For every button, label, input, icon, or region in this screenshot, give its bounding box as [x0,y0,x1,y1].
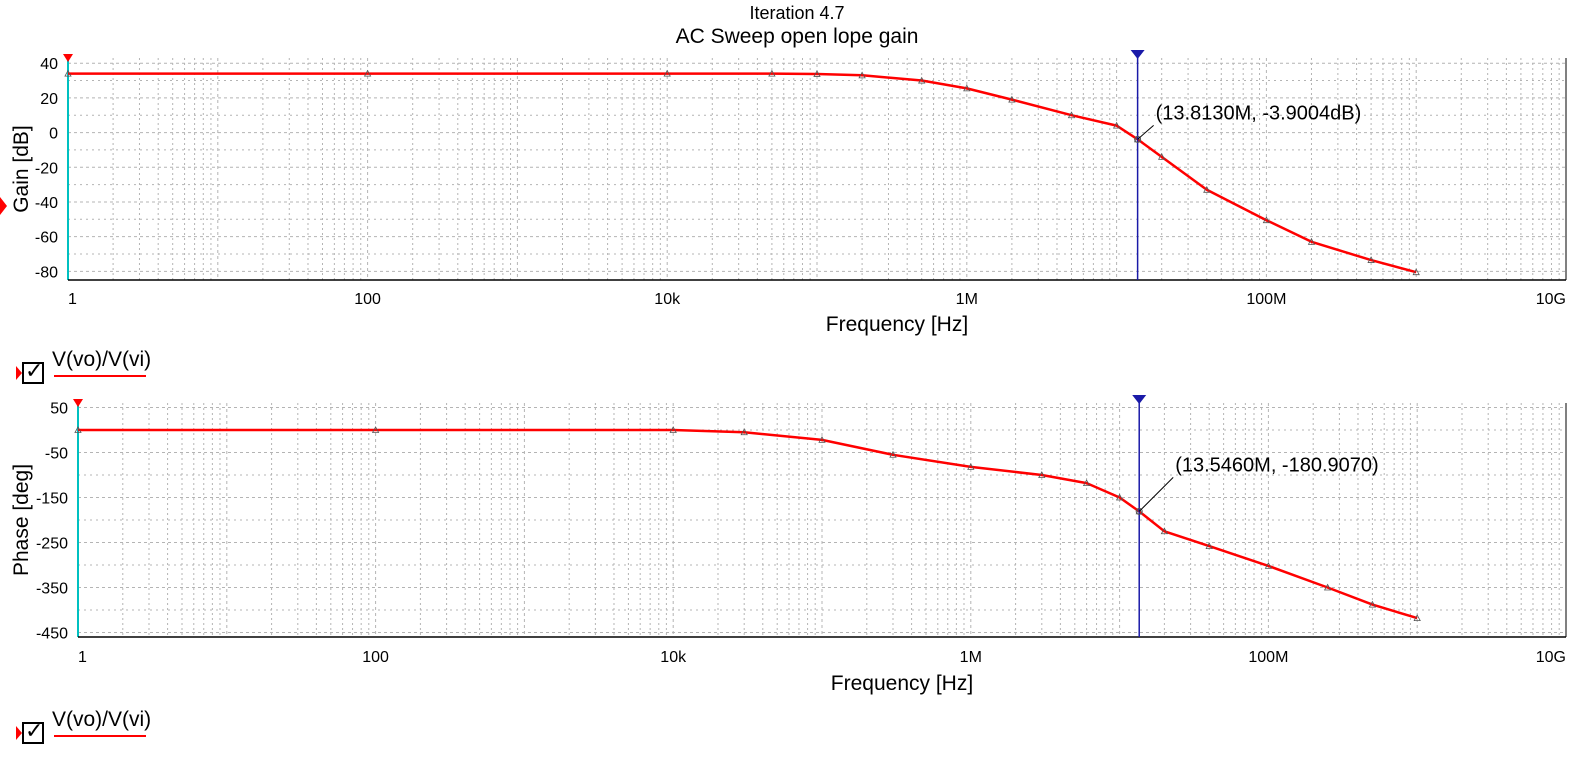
y-tick-label: -20 [35,160,58,177]
cursor-handle [1132,395,1147,404]
data-point [1368,600,1377,608]
data-point [1205,542,1213,549]
legend-arrow-icon [16,726,22,740]
gain-legend[interactable]: ✓ V(vo)/V(vi) [16,348,166,388]
cursor-handle [1130,50,1145,59]
data-point [1038,471,1046,478]
data-point [740,428,748,436]
cursor-point [1134,135,1142,143]
phase-plot: 50 -50 -150 -250 -350 -450 1 100 10k 1M 100M 10G Fre… [10,395,1567,695]
cursor-leader [1138,477,1174,512]
y-axis-title: Phase [deg] [10,464,33,576]
data-point [918,76,926,84]
data-point [64,69,72,77]
checkmark-icon: ✓ [25,719,44,744]
x-axis-title: Frequency [Hz] [826,313,968,336]
y-tick-label: -250 [36,536,68,553]
data-point [1413,614,1421,621]
data-point [1160,527,1169,535]
cursor-point [1135,507,1143,515]
legend-label: V(vo)/V(vi) [52,348,152,371]
data-point [1203,185,1211,193]
x-tick-label: 100M [1246,291,1286,308]
series-line [68,72,1417,274]
data-point [1082,479,1091,486]
data-point [963,84,971,92]
data-point [889,450,897,458]
y-tick-label: 20 [40,91,58,108]
data-point [1262,216,1271,224]
data-point [967,463,975,470]
x-tick-label: 10k [660,649,687,666]
x-tick-label: 100M [1248,649,1288,666]
trace-start-marker [73,399,83,407]
x-tick-label: 10G [1536,649,1566,666]
x-tick-label: 1 [78,649,87,666]
chart-titles: Iteration 4.7 AC Sweep open lope gain [0,2,1594,50]
legend-line-swatch [54,375,146,377]
y-tick-label: -150 [36,491,68,508]
data-point [663,69,671,77]
legend-arrow-icon [16,366,22,380]
y-tick-label: -80 [35,264,58,281]
x-tick-label: 1M [956,291,978,308]
cursor-readout: (13.5460M, -180.9070) [1175,454,1378,476]
y-tick-label: -350 [36,581,68,598]
x-tick-label: 100 [362,649,389,666]
data-point [1067,111,1076,119]
data-point [1307,238,1316,245]
legend-checkbox[interactable]: ✓ [22,359,44,384]
x-tick-label: 1 [68,291,77,308]
data-point [74,426,82,433]
chart-title: AC Sweep open lope gain [675,25,919,48]
data-point [1112,121,1121,129]
y-tick-label: 50 [50,401,68,418]
series-line [78,428,1418,620]
legend-label: V(vo)/V(vi) [52,708,152,731]
data-point [1367,256,1375,263]
data-point [768,69,776,77]
data-point [858,71,866,79]
x-axis-title: Frequency [Hz] [831,672,973,695]
x-tick-label: 10k [654,291,681,308]
data-point [1008,95,1016,103]
data-point [1115,493,1124,501]
data-point [371,426,380,433]
legend-checkbox[interactable]: ✓ [22,719,44,744]
data-point [1158,153,1166,160]
data-point [813,70,821,77]
y-tick-label: -450 [36,626,68,643]
phase-legend[interactable]: ✓ V(vo)/V(vi) [16,708,166,748]
y-tick-label: -50 [45,446,68,463]
y-tick-label: 40 [40,56,58,73]
cursor-readout: (13.8130M, -3.9004dB) [1156,102,1362,124]
data-point [669,426,677,433]
data-point [363,69,372,77]
legend-line-swatch [54,735,146,737]
data-point [818,436,826,443]
x-tick-label: 100 [354,291,381,308]
x-tick-label: 1M [960,649,982,666]
gain-plot: 40 20 0 -20 -40 -60 -80 1 100 10k 1M 100M 10G Frequen… [10,50,1567,336]
y-axis-title: Gain [dB] [10,125,33,213]
checkmark-icon: ✓ [25,359,44,384]
x-tick-label: 10G [1536,291,1566,308]
data-point [1323,583,1332,591]
data-point [1264,562,1273,569]
trace-start-marker [63,54,73,62]
y-tick-label: -60 [35,230,58,247]
iteration-label: Iteration 4.7 [749,3,845,23]
y-tick-label: -40 [35,195,58,212]
gain-selected-marker [0,197,7,215]
cursor-leader [1137,124,1154,140]
y-tick-label: 0 [49,126,58,143]
data-point [1412,268,1420,276]
